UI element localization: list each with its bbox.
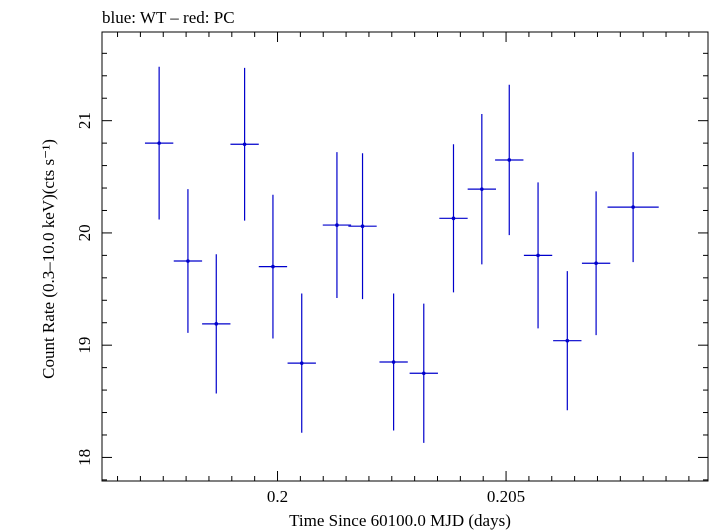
tick-labels: 0.2 0.205 18 19 20 21 — [75, 112, 525, 506]
point-marker — [391, 360, 396, 364]
point-marker — [335, 223, 339, 227]
data-point — [409, 303, 438, 443]
point-marker — [451, 216, 456, 221]
y-tick-label: 18 — [75, 449, 94, 466]
data-point — [173, 189, 203, 333]
data-point — [230, 67, 259, 221]
y-tick-label: 21 — [75, 112, 94, 129]
data-point — [439, 144, 468, 293]
point-marker — [631, 205, 635, 209]
point-marker — [157, 141, 161, 145]
data-point — [523, 182, 553, 329]
point-marker — [536, 253, 540, 258]
y-tick-label: 19 — [75, 337, 94, 354]
plot-frame — [101, 31, 709, 482]
point-marker — [214, 322, 219, 326]
point-marker — [594, 261, 598, 266]
x-axis-label: Time Since 60100.0 MJD (days) — [289, 511, 511, 530]
data-point — [467, 113, 497, 265]
plot-border — [101, 31, 709, 482]
data-point — [258, 194, 288, 339]
data-point — [144, 66, 174, 220]
point-marker — [360, 224, 365, 228]
data-point — [202, 254, 231, 394]
data-point — [581, 191, 611, 336]
point-marker — [421, 371, 426, 376]
y-axis-label: Count Rate (0.3–10.0 keV)(cts s⁻¹) — [39, 139, 58, 379]
axis-ticks — [102, 32, 708, 481]
data-point — [379, 293, 408, 431]
data-point — [322, 152, 352, 299]
point-marker — [480, 187, 484, 191]
x-tick-label: 0.205 — [487, 487, 525, 506]
point-marker — [242, 142, 247, 147]
data-point — [553, 271, 582, 411]
x-tick-label: 0.2 — [267, 487, 288, 506]
point-marker — [299, 361, 304, 365]
data-point — [607, 152, 659, 263]
y-tick-label: 20 — [75, 224, 94, 241]
data-point — [495, 84, 524, 236]
point-marker — [507, 158, 512, 162]
data-points — [144, 66, 659, 443]
data-point — [287, 293, 316, 433]
data-point — [348, 153, 377, 300]
point-marker — [271, 264, 275, 269]
point-marker — [186, 259, 190, 263]
point-marker — [565, 338, 570, 343]
chart-title: blue: WT – red: PC — [102, 8, 235, 27]
